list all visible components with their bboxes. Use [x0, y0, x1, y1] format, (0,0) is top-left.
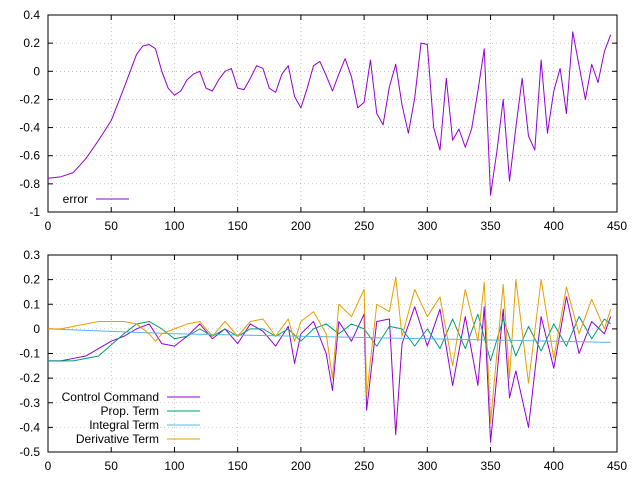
legend-label: Derivative Term: [76, 432, 159, 446]
series-line-control-command: [48, 296, 612, 443]
x-tick-label: 0: [45, 459, 52, 473]
x-tick-label: 400: [544, 219, 564, 233]
y-tick-label: -0.2: [19, 371, 40, 385]
x-tick-label: 100: [164, 459, 184, 473]
x-tick-label: 450: [607, 219, 627, 233]
x-tick-label: 200: [291, 219, 311, 233]
x-tick-label: 400: [544, 459, 564, 473]
x-tick-label: 450: [607, 459, 627, 473]
x-tick-label: 300: [417, 219, 437, 233]
y-tick-label: 0.2: [23, 273, 40, 287]
y-tick-label: 0.3: [23, 248, 40, 262]
y-tick-label: 0.4: [23, 8, 40, 22]
error-chart: 0 50 100 150 200 250 300 350 400 450 -1 -0.8 -0.6 -0.…: [19, 8, 627, 233]
y-tick-label: 0.2: [23, 36, 40, 50]
y-tick-label: -1: [29, 205, 40, 219]
series-line-derivative-term: [48, 276, 612, 423]
x-tick-label: 50: [105, 459, 119, 473]
y-tick-label: -0.4: [19, 121, 40, 135]
x-tick-label: 250: [354, 459, 374, 473]
legend-label: error: [63, 192, 88, 206]
series-line-error: [47, 31, 612, 196]
y-tick-label: -0.8: [19, 177, 40, 191]
y-tick-label: -0.4: [19, 420, 40, 434]
y-tick-label: -0.1: [19, 347, 40, 361]
legend-label: Prop. Term: [101, 404, 159, 418]
control-terms-chart: 0 50 100 150 200 250 300 350 400 450 -0.5 -0.4 -0.3 -…: [19, 248, 627, 473]
x-tick-label: 350: [481, 459, 501, 473]
x-tick-label: 300: [417, 459, 437, 473]
series-line-integral-term: [47, 328, 611, 343]
y-tick-label: 0.1: [23, 297, 40, 311]
y-tick-label: 0: [33, 64, 40, 78]
legend-label: Integral Term: [89, 418, 159, 432]
x-tick-label: 100: [164, 219, 184, 233]
legend-label: Control Command: [62, 390, 159, 404]
x-tick-label: 150: [228, 219, 248, 233]
x-tick-label: 350: [481, 219, 501, 233]
y-tick-label: 0: [33, 322, 40, 336]
x-tick-label: 150: [228, 459, 248, 473]
y-tick-label: -0.5: [19, 445, 40, 459]
x-tick-label: 250: [354, 219, 374, 233]
x-tick-label: 0: [45, 219, 52, 233]
series-line-prop-term: [48, 313, 611, 362]
plot-frame: [47, 14, 618, 213]
x-tick-label: 50: [105, 219, 119, 233]
x-tick-label: 200: [291, 459, 311, 473]
y-tick-label: -0.6: [19, 149, 40, 163]
y-tick-label: -0.3: [19, 396, 40, 410]
y-tick-label: -0.2: [19, 92, 40, 106]
